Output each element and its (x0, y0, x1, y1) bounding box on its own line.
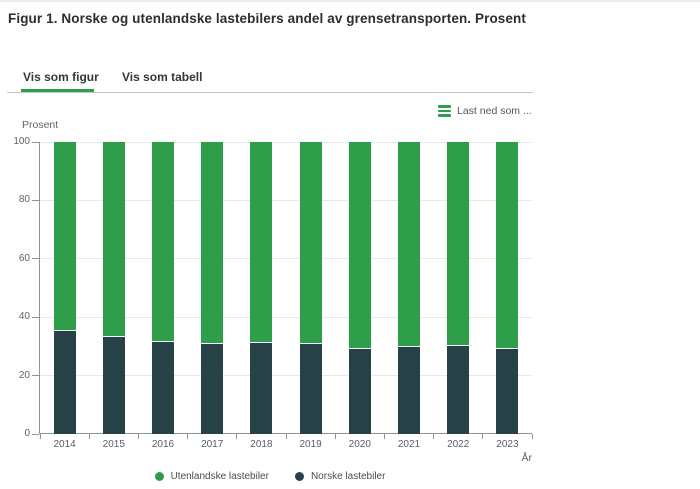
x-axis-tick-label: 2017 (201, 439, 224, 450)
bar-segment-norske-2019[interactable] (299, 343, 322, 434)
x-axis-line (39, 433, 532, 434)
gridline (40, 199, 532, 201)
y-axis-title: Prosent (22, 119, 59, 131)
bar-segment-utenlandske-2020[interactable] (348, 142, 371, 348)
legend-item-norske[interactable]: Norske lastebiler (294, 471, 386, 482)
bar-segment-utenlandske-2016[interactable] (152, 142, 174, 341)
bar-segment-utenlandske-2021[interactable] (398, 142, 420, 347)
bar-2014 (53, 142, 76, 434)
bar-2016 (152, 142, 174, 434)
bar-2018 (250, 142, 273, 434)
bar-segment-utenlandske-2014[interactable] (53, 142, 76, 331)
bar-segment-norske-2018[interactable] (250, 342, 273, 434)
figure-title: Figur 1. Norske og utenlandske lastebile… (8, 11, 526, 26)
active-tab-underline (21, 89, 94, 92)
x-axis-tick-label: 2019 (299, 439, 322, 450)
bar-segment-norske-2016[interactable] (152, 340, 174, 434)
y-axis-line (39, 142, 40, 434)
x-axis-tick-label: 2023 (496, 439, 519, 450)
bar-segment-norske-2020[interactable] (348, 347, 371, 434)
x-axis-tick (285, 434, 287, 439)
y-axis-tick-label: 100 (13, 136, 30, 147)
bar-segment-norske-2022[interactable] (447, 344, 470, 434)
bar-2021 (398, 142, 420, 434)
legend-dot-norske-icon (294, 472, 304, 481)
bar-segment-norske-2023[interactable] (496, 347, 519, 434)
bar-2023 (496, 142, 519, 434)
gridline (40, 258, 532, 260)
y-axis-tick (32, 141, 39, 143)
y-axis-tick (32, 199, 39, 201)
legend-item-utenlandske[interactable]: Utenlandske lastebiler (154, 471, 269, 482)
bar-2015 (102, 142, 125, 434)
y-axis-tick (32, 375, 39, 377)
bar-segment-utenlandske-2015[interactable] (102, 142, 125, 337)
x-axis-tick-label: 2015 (102, 439, 125, 450)
y-axis-tick (32, 316, 39, 318)
x-axis-tick-label: 2018 (250, 439, 273, 450)
x-axis-tick (433, 434, 435, 439)
bar-segment-norske-2014[interactable] (53, 330, 76, 434)
bar-segment-utenlandske-2017[interactable] (201, 142, 224, 344)
page-top-border (0, 0, 700, 2)
x-axis-tick (137, 434, 139, 439)
x-axis-tick-label: 2014 (53, 439, 76, 450)
bar-2019 (299, 142, 322, 434)
x-axis-tick (383, 434, 385, 439)
legend-label-utenlandske: Utenlandske lastebiler (170, 471, 269, 482)
hamburger-icon (438, 105, 451, 117)
tab-vis-som-tabell[interactable]: Vis som tabell (122, 70, 203, 84)
x-axis-tick (39, 434, 41, 439)
tab-bottom-border (7, 92, 533, 93)
bar-2020 (348, 142, 371, 434)
x-axis-tick (334, 434, 336, 439)
x-axis-tick-label: 2016 (151, 439, 175, 450)
legend-label-norske: Norske lastebiler (310, 471, 386, 482)
x-axis-tick (88, 434, 90, 439)
y-axis-tick-label: 60 (18, 252, 30, 264)
bar-2022 (447, 142, 470, 434)
x-axis-tick (531, 434, 533, 439)
bar-segment-utenlandske-2023[interactable] (496, 142, 519, 348)
tab-vis-som-figur[interactable]: Vis som figur (23, 70, 99, 84)
y-axis-tick-label: 20 (18, 369, 30, 381)
bar-segment-norske-2015[interactable] (102, 336, 125, 434)
bar-segment-norske-2017[interactable] (201, 343, 224, 434)
plot-area (32, 141, 533, 439)
y-axis-tick (32, 433, 39, 435)
bar-segment-utenlandske-2019[interactable] (299, 142, 322, 344)
bar-segment-utenlandske-2018[interactable] (250, 142, 273, 343)
y-axis-tick-label: 0 (24, 428, 30, 439)
chart-legend: Utenlandske lastebiler Norske lastebiler (0, 471, 540, 482)
x-axis-labels: 2014 2015 2016 2017 2018 2019 2020 2021 2022 2023 (40, 439, 532, 451)
x-axis-tick (236, 434, 238, 439)
bar-2017 (201, 142, 224, 434)
gridline (40, 141, 532, 143)
legend-dot-utenlandske-icon (154, 472, 164, 481)
y-axis-labels: 0 20 40 60 80 100 (0, 136, 30, 439)
bar-segment-utenlandske-2022[interactable] (447, 142, 470, 345)
y-axis-tick-label: 40 (18, 311, 30, 323)
x-axis-title: År (521, 452, 533, 464)
x-axis-tick-label: 2022 (447, 439, 470, 450)
gridline (40, 316, 532, 318)
y-axis-tick-label: 80 (18, 194, 30, 206)
y-axis-tick (32, 258, 39, 260)
download-label: Last ned som ... (457, 105, 532, 117)
x-axis-tick (482, 434, 484, 439)
x-axis-tick (187, 434, 189, 439)
x-axis-tick-label: 2021 (397, 439, 421, 450)
gridline (40, 375, 532, 377)
bar-segment-norske-2021[interactable] (398, 346, 420, 434)
x-axis-tick-label: 2020 (348, 439, 371, 450)
download-button[interactable]: Last ned som ... (436, 103, 534, 119)
